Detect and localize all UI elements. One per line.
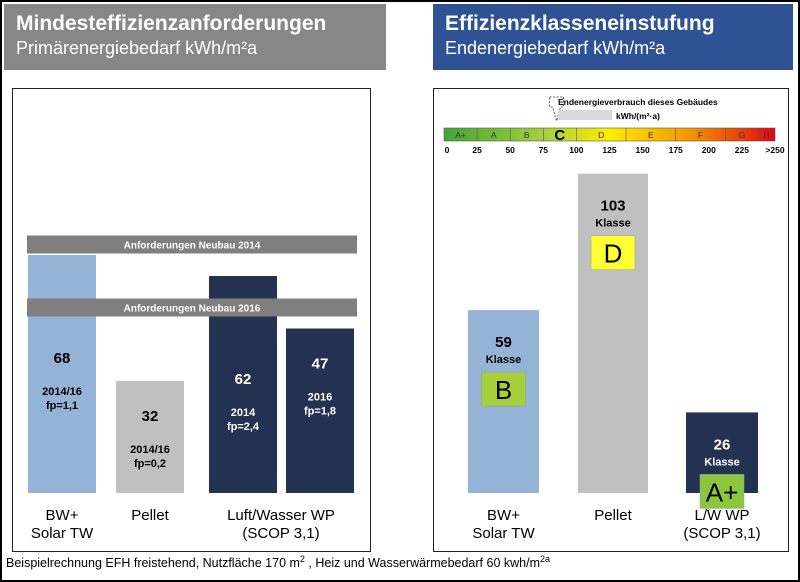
left-bar-0 (28, 255, 96, 493)
left-bar-value-1: 32 (142, 408, 159, 425)
left-bar-value-0: 68 (54, 350, 71, 367)
right-category-label-2-1: (SCOP 3,1) (683, 525, 760, 542)
right-bar-class-0: B (495, 375, 512, 405)
left-bar-sublabel2-3: fp=1,8 (304, 406, 336, 418)
right-bar-value-0: 59 (495, 334, 512, 351)
right-category-label-0-0: BW+ (487, 507, 520, 524)
left-ref-band-1 (27, 298, 357, 317)
right-bar-class-2: A+ (706, 477, 739, 507)
scale-class-0: A+ (455, 130, 466, 140)
scale-class-1: A (491, 130, 497, 140)
left-bar-value-3: 47 (312, 356, 329, 373)
left-category-label-1-0: Pellet (131, 507, 169, 524)
scale-tick-5: 125 (602, 145, 616, 155)
scale-tick-10: >250 (765, 145, 784, 155)
right-category-label-0-1: Solar TW (472, 525, 535, 542)
right-chart: A+ A B C D E F G H 0 25 50 75 100 125 150 175 200 225 >250 E… (443, 96, 785, 542)
left-ref-band-0 (27, 235, 357, 254)
right-bar-class-word-1: Klasse (595, 218, 630, 230)
right-chart-panel: A+ A B C D E F G H 0 25 50 75 100 125 150 175 200 225 >250 E… (433, 88, 789, 552)
left-chart-panel: 68 2014/16 fp=1,1 32 2014/16 fp=0,2 62 2014 fp=2… (12, 88, 371, 552)
left-title: Mindesteffizienzanforderungen (16, 12, 327, 35)
left-ref-label-0: Anforderungen Neubau 2014 (124, 241, 261, 252)
scale-tick-7: 175 (669, 145, 683, 155)
scale-class-4: D (598, 130, 604, 140)
scale-legend-swatch (558, 110, 612, 120)
left-category-label-2-1: (SCOP 3,1) (242, 525, 319, 542)
left-category-label-0-1: Solar TW (31, 525, 94, 542)
scale-legend-line1: Endenergieverbrauch dieses Gebäudes (558, 97, 718, 107)
right-bar-1 (578, 173, 648, 493)
scale-legend-line2: kWh/(m²·a) (616, 111, 660, 121)
scale-tick-0: 0 (445, 145, 450, 155)
right-subtitle: Endenergiebedarf kWh/m²a (445, 38, 666, 58)
left-category-label-2-0: Luft/Wasser WP (227, 507, 335, 524)
scale-class-3: C (554, 127, 565, 144)
left-category-label-0-0: BW+ (46, 507, 79, 524)
right-bar-class-badge-2 (699, 474, 745, 509)
left-bar-3 (286, 328, 354, 493)
footer-sup1: 2 (299, 554, 305, 564)
footer-sup2: 2a (539, 554, 550, 564)
scale-class-8: H (764, 130, 770, 140)
right-header: Effizienzklasseneinstufung Endenergiebed… (433, 4, 793, 70)
right-bar-value-2: 26 (714, 436, 731, 453)
right-title: Effizienzklasseneinstufung (445, 12, 715, 35)
scale-tick-1: 25 (472, 145, 482, 155)
right-category-label-1-0: Pellet (594, 507, 632, 524)
left-bar-sublabel2-2: fp=2,4 (227, 421, 260, 433)
footer-text2: , Heiz und Wasserwärmebedarf 60 kwh/m (304, 556, 540, 571)
right-category-label-2-0: L/W WP (695, 507, 750, 524)
right-bar-class-badge-1 (590, 235, 636, 270)
scale-tick-2: 50 (505, 145, 515, 155)
scale-tick-6: 150 (636, 145, 650, 155)
scale-class-5: E (648, 130, 654, 140)
left-bar-sublabel2-0: fp=1,1 (46, 400, 78, 412)
right-bar-class-word-0: Klasse (486, 354, 521, 366)
scale-tick-4: 100 (569, 145, 583, 155)
scale-class-6: F (698, 130, 703, 140)
energy-scale-bar (443, 127, 776, 142)
footer-note: Beispielrechnung EFH freistehend, Nutzfl… (6, 554, 550, 570)
scale-class-7: G (739, 130, 746, 140)
scale-class-2: B (524, 130, 530, 140)
footer-text: Beispielrechnung EFH freistehend, Nutzfl… (6, 556, 300, 571)
right-bar-class-badge-0 (481, 371, 526, 407)
left-header: Mindesteffizienzanforderungen Primärener… (4, 4, 386, 70)
right-bar-value-1: 103 (600, 198, 625, 215)
right-bar-class-1: D (604, 239, 623, 269)
left-subtitle: Primärenergiebedarf kWh/m²a (16, 38, 258, 58)
left-bar-1 (116, 381, 184, 493)
scale-tick-9: 225 (735, 145, 749, 155)
left-ref-label-1: Anforderungen Neubau 2016 (124, 304, 261, 315)
left-bar-sublabel1-1: 2014/16 (130, 444, 170, 456)
left-bar-sublabel1-3: 2016 (308, 392, 332, 404)
left-bar-sublabel1-2: 2014 (231, 407, 256, 419)
left-bar-value-2: 62 (235, 371, 252, 388)
left-bar-sublabel2-1: fp=0,2 (134, 458, 166, 470)
left-chart: 68 2014/16 fp=1,1 32 2014/16 fp=0,2 62 2014 fp=2… (27, 235, 357, 542)
right-bar-class-word-2: Klasse (704, 456, 739, 468)
consumption-marker-icon (549, 96, 564, 123)
left-bar-sublabel1-0: 2014/16 (42, 386, 82, 398)
scale-tick-3: 75 (539, 145, 549, 155)
scale-tick-8: 200 (702, 145, 716, 155)
